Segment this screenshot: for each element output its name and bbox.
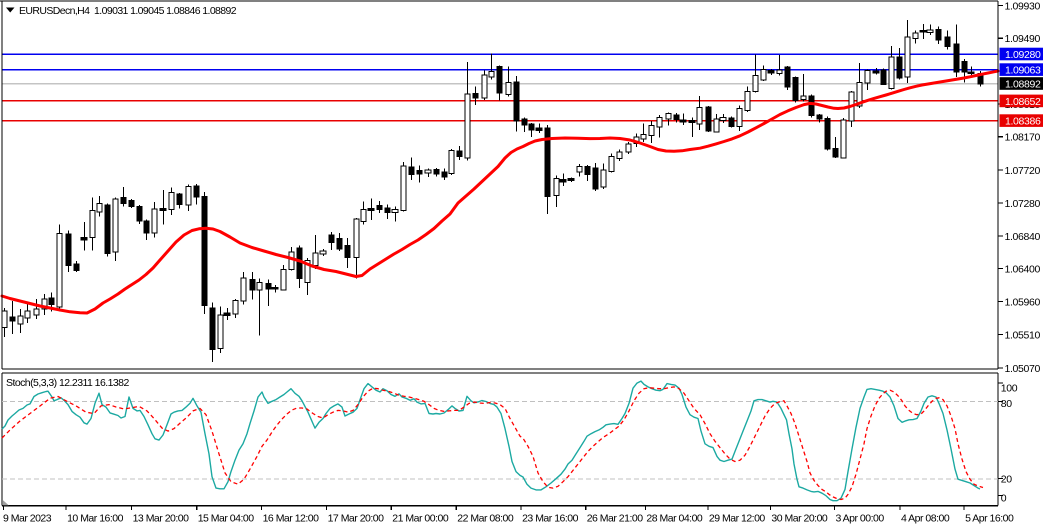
svg-text:0: 0 bbox=[1001, 492, 1007, 504]
svg-text:9 Mar 2023: 9 Mar 2023 bbox=[3, 513, 52, 525]
svg-text:26 Mar 21:00: 26 Mar 21:00 bbox=[587, 513, 644, 525]
svg-text:3 Apr 00:00: 3 Apr 00:00 bbox=[836, 513, 885, 525]
svg-text:1.09930: 1.09930 bbox=[1005, 0, 1041, 12]
svg-text:1.09490: 1.09490 bbox=[1005, 33, 1041, 45]
svg-text:5 Apr 16:00: 5 Apr 16:00 bbox=[965, 513, 1014, 525]
svg-text:23 Mar 16:00: 23 Mar 16:00 bbox=[522, 513, 579, 525]
svg-text:80: 80 bbox=[1001, 398, 1012, 410]
svg-text:28 Mar 04:00: 28 Mar 04:00 bbox=[646, 513, 703, 525]
svg-text:1.05510: 1.05510 bbox=[1005, 330, 1041, 342]
svg-text:Stoch(5,3,3) 12.2311 16.1382: Stoch(5,3,3) 12.2311 16.1382 bbox=[6, 377, 129, 389]
svg-text:1.08170: 1.08170 bbox=[1005, 132, 1041, 144]
svg-text:1.05070: 1.05070 bbox=[1005, 363, 1041, 375]
svg-text:21 Mar 00:00: 21 Mar 00:00 bbox=[392, 513, 449, 525]
svg-text:1.09063: 1.09063 bbox=[1005, 65, 1041, 77]
svg-text:1.08892: 1.08892 bbox=[1005, 78, 1041, 90]
svg-text:1.06840: 1.06840 bbox=[1005, 231, 1041, 243]
svg-text:EURUSDecn,H4 1.09031 1.09045: EURUSDecn,H4 1.09031 1.09045 1.08846 1.0… bbox=[19, 5, 237, 17]
svg-text:1.09280: 1.09280 bbox=[1005, 49, 1041, 61]
svg-text:17 Mar 20:00: 17 Mar 20:00 bbox=[328, 513, 385, 525]
svg-text:1.08386: 1.08386 bbox=[1005, 116, 1041, 128]
svg-text:15 Mar 04:00: 15 Mar 04:00 bbox=[198, 513, 255, 525]
svg-text:16 Mar 12:00: 16 Mar 12:00 bbox=[263, 513, 320, 525]
svg-text:4 Apr 08:00: 4 Apr 08:00 bbox=[901, 513, 950, 525]
svg-text:30 Mar 20:00: 30 Mar 20:00 bbox=[771, 513, 828, 525]
svg-text:1.05960: 1.05960 bbox=[1005, 297, 1041, 309]
svg-text:1.07720: 1.07720 bbox=[1005, 165, 1041, 177]
svg-text:10 Mar 16:00: 10 Mar 16:00 bbox=[67, 513, 124, 525]
svg-text:13 Mar 20:00: 13 Mar 20:00 bbox=[133, 513, 190, 525]
svg-text:1.08652: 1.08652 bbox=[1005, 96, 1041, 108]
svg-text:1.06400: 1.06400 bbox=[1005, 264, 1041, 276]
svg-text:1.07280: 1.07280 bbox=[1005, 198, 1041, 210]
svg-text:29 Mar 12:00: 29 Mar 12:00 bbox=[709, 513, 766, 525]
svg-text:22 Mar 08:00: 22 Mar 08:00 bbox=[457, 513, 514, 525]
svg-text:100: 100 bbox=[1001, 382, 1018, 394]
svg-text:20: 20 bbox=[1001, 473, 1012, 485]
